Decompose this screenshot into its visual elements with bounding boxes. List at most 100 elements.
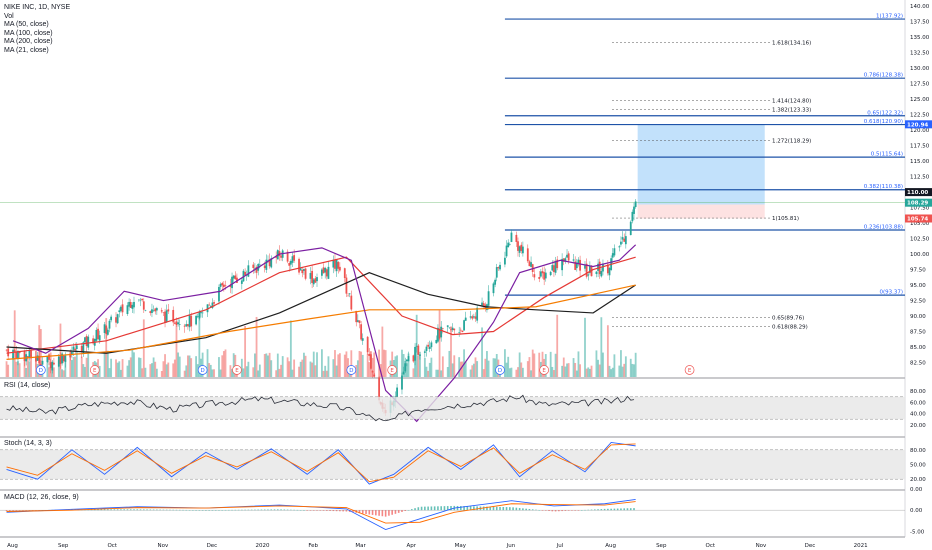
macd-hist-bar (103, 509, 106, 511)
candle-body (72, 346, 75, 350)
candle-body (286, 251, 289, 262)
macd-hist-bar (241, 509, 243, 511)
candle-body (162, 312, 165, 313)
stoch-title[interactable]: Stoch (14, 3, 3) (4, 440, 52, 447)
event-marker[interactable] (539, 365, 549, 375)
event-marker[interactable] (197, 365, 208, 375)
price-tag[interactable] (905, 198, 932, 207)
macd-hist-bar (486, 506, 488, 511)
macd-hist-bar (299, 510, 302, 511)
candle-body (507, 242, 510, 248)
candle-body (587, 274, 590, 276)
macd-hist-bar (25, 510, 27, 511)
volume-bar (383, 349, 385, 377)
event-marker-label: D (39, 368, 43, 374)
event-marker[interactable] (89, 365, 100, 375)
candle-body (504, 257, 506, 265)
macd-hist-bar (9, 510, 11, 511)
volume-bar (106, 350, 109, 377)
candle-body (597, 263, 599, 271)
price-tick-label: 112.50 (910, 175, 930, 181)
macd-hist-bar (123, 509, 125, 511)
candle-body (51, 361, 54, 371)
candle-body (579, 259, 581, 271)
macd-hist-bar (633, 508, 635, 511)
volume-bar (481, 327, 483, 377)
rsi-title[interactable]: RSI (14, close) (4, 382, 51, 389)
legend-ma100[interactable]: MA (100, close) (4, 29, 53, 37)
volume-bar (183, 370, 186, 377)
event-marker[interactable] (36, 365, 46, 375)
volume-bar (240, 358, 243, 377)
macd-hist-bar (407, 510, 410, 511)
volume-bar (188, 355, 191, 377)
volume-bar (232, 353, 235, 377)
macd-hist-bar (414, 508, 416, 511)
volume-bar (472, 363, 475, 377)
fib-level-label: 0.65(122.32) (867, 110, 903, 116)
price-tag[interactable] (905, 214, 932, 223)
volume-bar (572, 358, 575, 377)
legend-ma50[interactable]: MA (50, close) (4, 21, 49, 28)
volume-bar (517, 367, 519, 377)
macd-hist-bar (110, 509, 112, 511)
fib-level-label: 0.5(115.64) (871, 152, 903, 158)
candle-body (41, 360, 44, 365)
macd-hist-bar (443, 506, 446, 511)
macd-hist-bar (270, 509, 273, 511)
volume-bar (322, 370, 325, 377)
macd-hist-bar (463, 506, 465, 511)
volume-bar (623, 363, 626, 377)
event-marker[interactable] (495, 365, 505, 375)
event-marker[interactable] (346, 365, 357, 375)
candle-body (209, 306, 212, 307)
candle-body (154, 308, 157, 312)
candle-body (265, 259, 268, 270)
price-tick-label: 140.00 (910, 4, 930, 10)
macd-hist-bar (427, 506, 429, 511)
volume-bar (334, 350, 336, 377)
event-marker[interactable] (387, 365, 398, 375)
legend-ma200[interactable]: MA (200, close) (4, 38, 53, 45)
macd-title[interactable]: MACD (12, 26, close, 9) (4, 494, 79, 501)
macd-hist-bar (352, 510, 354, 513)
macd-hist-bar (205, 510, 207, 511)
macd-hist-bar (515, 507, 518, 511)
macd-hist-bar (149, 509, 152, 511)
volume-bar (327, 356, 330, 377)
event-marker-label: E (390, 368, 394, 374)
legend-volume[interactable]: Vol (4, 12, 14, 20)
candle-body (26, 356, 29, 357)
event-marker[interactable] (684, 365, 695, 375)
legend-ma21[interactable]: MA (21, close) (4, 46, 49, 54)
candle-body (211, 302, 214, 309)
legend-symbol-title[interactable]: NIKE INC, 1D, NYSE (4, 4, 71, 11)
candle-body (608, 267, 611, 276)
event-marker-label: E (93, 368, 97, 374)
candle-body (23, 351, 26, 361)
price-tag[interactable] (905, 120, 932, 129)
price-tag[interactable] (905, 188, 932, 197)
candle-body (440, 326, 443, 338)
volume-bar (402, 354, 405, 377)
volume-bar (257, 370, 260, 377)
volume-bar (72, 357, 75, 377)
macd-hist-bar (283, 509, 286, 511)
macd-hist-bar (558, 510, 560, 512)
volume-bar (144, 367, 147, 377)
time-tick-label: Dec (207, 543, 218, 549)
volume-bar (396, 355, 398, 377)
macd-hist-bar (476, 506, 478, 511)
macd-hist-bar (551, 510, 554, 512)
candle-body (85, 336, 88, 347)
candle-body (332, 259, 335, 268)
candle-body (448, 327, 451, 329)
candle-body (196, 315, 199, 317)
macd-hist-bar (303, 510, 305, 511)
candle-body (415, 346, 418, 347)
event-marker[interactable] (232, 365, 242, 375)
candle-body (247, 265, 250, 277)
volume-bar (116, 362, 119, 377)
volume-bar (608, 365, 611, 377)
